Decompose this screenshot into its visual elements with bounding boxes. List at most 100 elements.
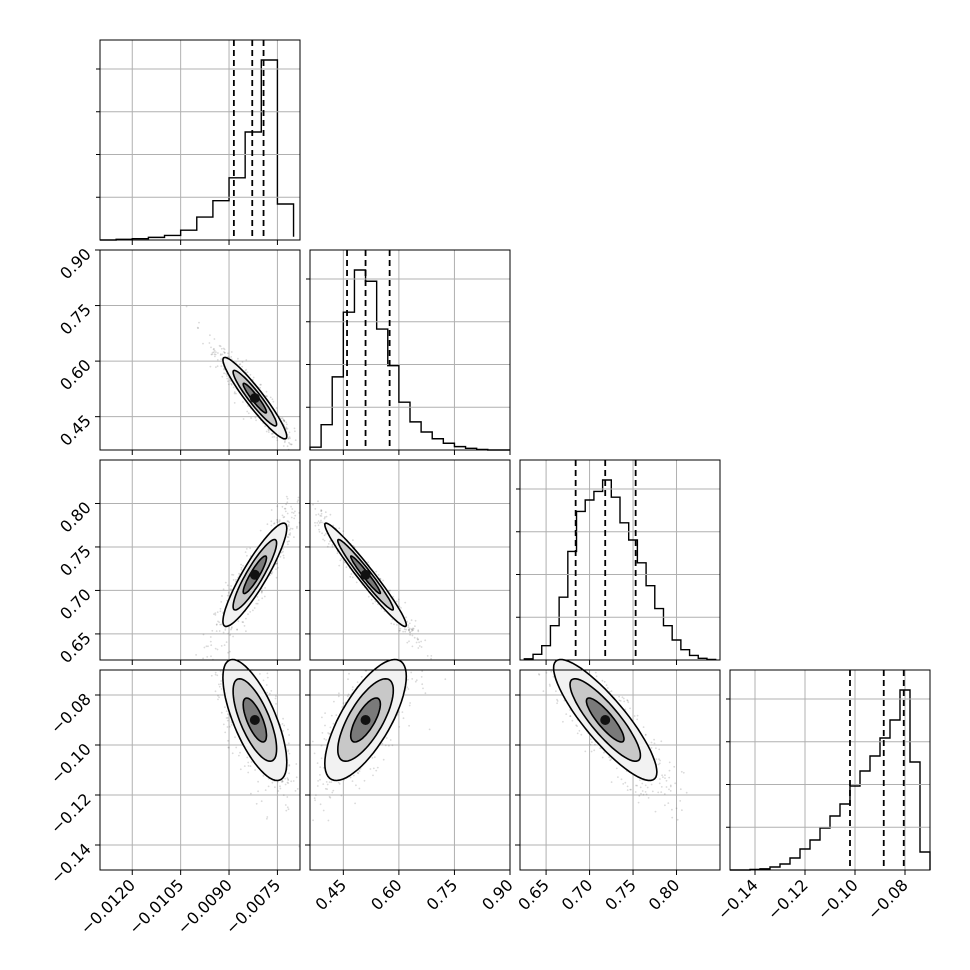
contour-line	[222, 658, 288, 782]
sample-point	[347, 693, 350, 696]
sample-point	[250, 792, 252, 795]
sample-point	[405, 628, 408, 631]
sample-point	[380, 607, 383, 610]
sample-point	[283, 419, 286, 422]
panel-frame	[309, 459, 511, 661]
sample-point	[372, 602, 374, 605]
sample-point	[196, 326, 199, 329]
sample-point	[667, 802, 670, 804]
sample-point	[221, 353, 224, 356]
sample-point	[654, 810, 657, 813]
histogram-step	[523, 479, 717, 661]
sample-point	[283, 724, 286, 727]
sample-point	[420, 640, 422, 643]
sample-point	[338, 564, 341, 567]
sample-point	[267, 785, 270, 788]
sample-point	[411, 628, 413, 631]
sample-point	[286, 423, 288, 426]
sample-point	[284, 510, 287, 513]
sample-point	[227, 383, 230, 386]
sample-point	[584, 750, 587, 753]
panel-frame	[99, 459, 301, 661]
sample-point	[219, 683, 222, 685]
panel-frame	[99, 39, 301, 241]
sample-point	[217, 620, 219, 623]
sample-point	[283, 557, 285, 559]
sample-point	[198, 321, 200, 324]
sample-point	[593, 749, 596, 752]
sample-point	[284, 507, 287, 510]
y-tick-label: 0.45	[56, 411, 95, 450]
sample-point	[250, 761, 253, 763]
sample-point	[246, 410, 249, 413]
sample-point	[589, 743, 592, 746]
panel-2-2	[516, 459, 721, 665]
sample-point	[286, 501, 289, 504]
sample-point	[575, 724, 578, 727]
sample-point	[605, 684, 608, 687]
sample-point	[319, 521, 322, 524]
sample-point	[381, 742, 384, 745]
sample-point	[218, 685, 221, 688]
sample-point	[319, 514, 322, 517]
sample-point	[610, 781, 613, 783]
sample-point	[319, 778, 321, 781]
sample-point	[228, 746, 230, 749]
sample-point	[321, 521, 323, 524]
sample-point	[266, 816, 269, 818]
x-tick-label: −0.14	[714, 875, 762, 923]
sample-point	[231, 626, 233, 629]
sample-point	[266, 672, 269, 675]
panel-3-2: 0.65 0.70 0.75 0.80	[514, 658, 721, 914]
sample-point	[205, 645, 208, 648]
sample-point	[249, 373, 252, 376]
sample-point	[217, 694, 219, 697]
sample-point	[230, 628, 232, 631]
sample-point	[233, 402, 236, 404]
sample-point	[259, 383, 262, 386]
sample-point	[292, 780, 295, 782]
sample-point	[634, 791, 637, 793]
sample-point	[293, 517, 296, 520]
sample-point	[290, 443, 293, 446]
contour-line	[323, 658, 408, 782]
sample-point	[247, 613, 249, 616]
sample-point	[297, 496, 300, 499]
sample-point	[352, 539, 354, 541]
sample-point	[422, 687, 424, 690]
sample-point	[288, 772, 290, 775]
sample-point	[342, 702, 345, 705]
sample-point	[659, 759, 661, 762]
sample-point	[223, 348, 226, 351]
panel-frame	[519, 459, 721, 661]
sample-point	[289, 443, 291, 445]
sample-point	[216, 359, 219, 361]
x-tick-label: −0.08	[864, 875, 912, 923]
sample-point	[219, 610, 222, 613]
sample-point	[272, 400, 275, 403]
sample-point	[408, 629, 410, 632]
sample-point	[223, 351, 226, 354]
sample-point	[230, 351, 233, 353]
sample-point	[296, 527, 298, 529]
sample-point	[311, 740, 314, 743]
sample-point	[591, 741, 593, 744]
sample-point	[391, 744, 394, 747]
contour-line	[349, 697, 382, 743]
sample-point	[214, 353, 217, 356]
sample-point	[285, 809, 288, 812]
panel-0-0	[96, 39, 301, 245]
sample-point	[653, 738, 655, 741]
sample-point	[262, 775, 265, 777]
sample-point	[660, 786, 663, 788]
sample-point	[277, 566, 279, 569]
sample-point	[273, 522, 276, 524]
sample-point	[219, 623, 222, 626]
sample-point	[282, 550, 284, 553]
sample-point	[264, 587, 266, 589]
sample-point	[279, 555, 282, 558]
sample-point	[210, 346, 212, 349]
sample-point	[415, 641, 418, 644]
sample-point	[270, 690, 273, 692]
sample-point	[215, 366, 217, 369]
